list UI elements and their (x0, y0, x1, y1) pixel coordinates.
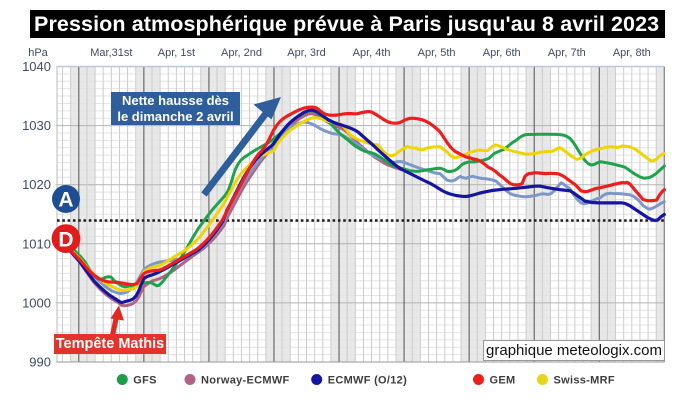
svg-text:Apr, 3rd: Apr, 3rd (287, 47, 326, 59)
svg-text:hPa: hPa (28, 47, 48, 59)
svg-text:A: A (58, 189, 73, 212)
svg-text:Apr, 8th: Apr, 8th (613, 47, 651, 59)
svg-text:D: D (58, 229, 73, 252)
svg-text:1030: 1030 (22, 118, 51, 133)
svg-text:GEM: GEM (490, 375, 516, 387)
svg-text:Apr, 7th: Apr, 7th (548, 47, 586, 59)
svg-text:1000: 1000 (22, 295, 51, 310)
svg-text:1040: 1040 (22, 59, 51, 74)
svg-text:Swiss-MRF: Swiss-MRF (554, 375, 615, 387)
svg-text:GFS: GFS (133, 375, 157, 387)
svg-text:Apr, 5th: Apr, 5th (418, 47, 456, 59)
svg-text:Mar,31st: Mar,31st (90, 47, 132, 59)
svg-text:990: 990 (29, 355, 51, 370)
svg-text:Apr, 2nd: Apr, 2nd (221, 47, 262, 59)
svg-text:Apr, 1st: Apr, 1st (158, 47, 195, 59)
svg-text:Apr, 4th: Apr, 4th (353, 47, 391, 59)
svg-text:1020: 1020 (22, 177, 51, 192)
svg-text:ECMWF (O/12): ECMWF (O/12) (328, 375, 407, 387)
svg-text:Norway-ECMWF: Norway-ECMWF (201, 375, 290, 387)
svg-text:1010: 1010 (22, 236, 51, 251)
svg-text:Apr, 6th: Apr, 6th (483, 47, 521, 59)
